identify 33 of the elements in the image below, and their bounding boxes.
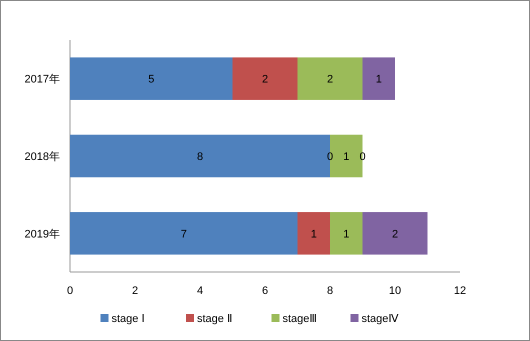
- data-label: 7: [180, 228, 187, 240]
- y-tick-label: 2018年: [24, 151, 60, 163]
- bar: [70, 57, 232, 100]
- y-tick-label: 2017年: [24, 74, 60, 86]
- x-tick-label: 10: [388, 285, 402, 297]
- x-tick-label: 8: [326, 285, 334, 297]
- y-tick-label: 2019年: [24, 228, 60, 240]
- x-tick-label: 0: [66, 285, 74, 297]
- data-label: 0: [326, 151, 334, 163]
- data-label: 1: [343, 151, 350, 163]
- x-tick-label: 2: [132, 285, 138, 297]
- x-tick-label: 4: [196, 285, 204, 297]
- bar: [298, 212, 330, 255]
- bar: [330, 212, 362, 255]
- legend-label: stageⅣ: [362, 313, 400, 325]
- bar: [298, 57, 362, 100]
- data-label: 5: [148, 74, 154, 86]
- legend-label: stageⅢ: [282, 313, 317, 325]
- x-tick-label: 12: [454, 285, 466, 297]
- bar: [362, 212, 428, 255]
- bar: [70, 212, 298, 255]
- data-label: 8: [196, 151, 204, 163]
- bar: [232, 57, 298, 100]
- legend-label: stage Ⅰ: [112, 313, 145, 325]
- data-label: 1: [343, 228, 350, 240]
- data-label: 2: [262, 74, 268, 86]
- data-label: 1: [310, 228, 317, 240]
- legend-label: stage Ⅱ: [197, 313, 232, 325]
- x-tick-label: 6: [262, 285, 268, 297]
- bar: [362, 57, 395, 100]
- data-label: 2: [392, 228, 398, 240]
- data-label: 2: [326, 74, 334, 86]
- data-label: 1: [376, 74, 382, 86]
